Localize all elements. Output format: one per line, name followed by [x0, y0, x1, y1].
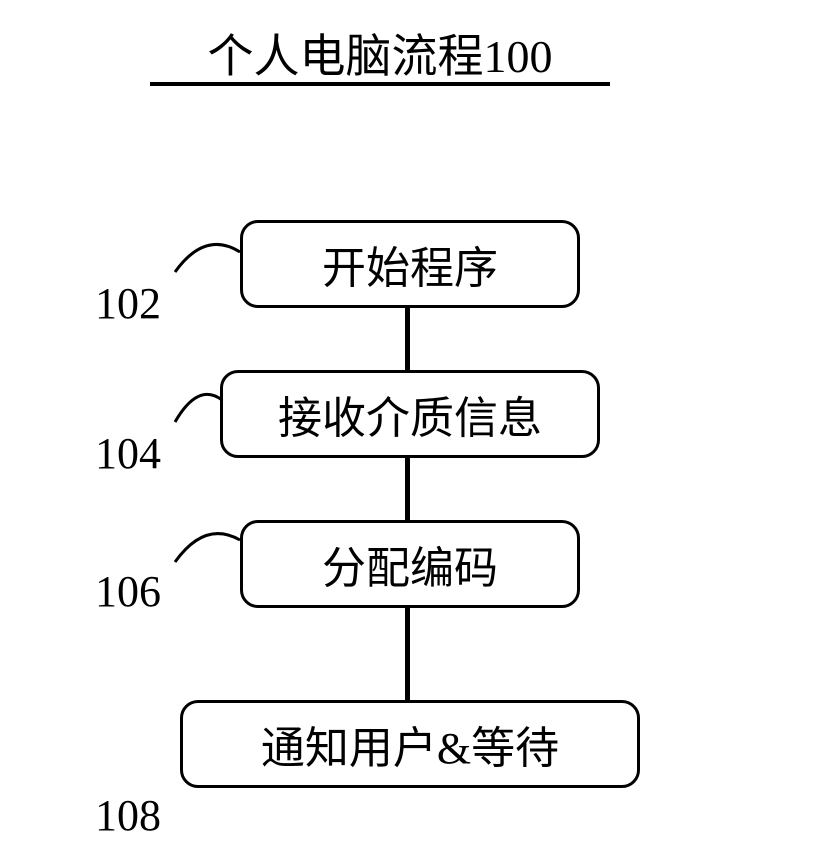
flowchart-canvas: 个人电脑流程100 开始程序接收介质信息分配编码通知用户&等待 10210410…	[0, 0, 815, 868]
reference-squiggle-102	[175, 244, 240, 272]
reference-squiggle-106	[175, 534, 240, 562]
reference-squiggle-layer	[0, 0, 815, 868]
reference-squiggle-104	[175, 394, 222, 422]
